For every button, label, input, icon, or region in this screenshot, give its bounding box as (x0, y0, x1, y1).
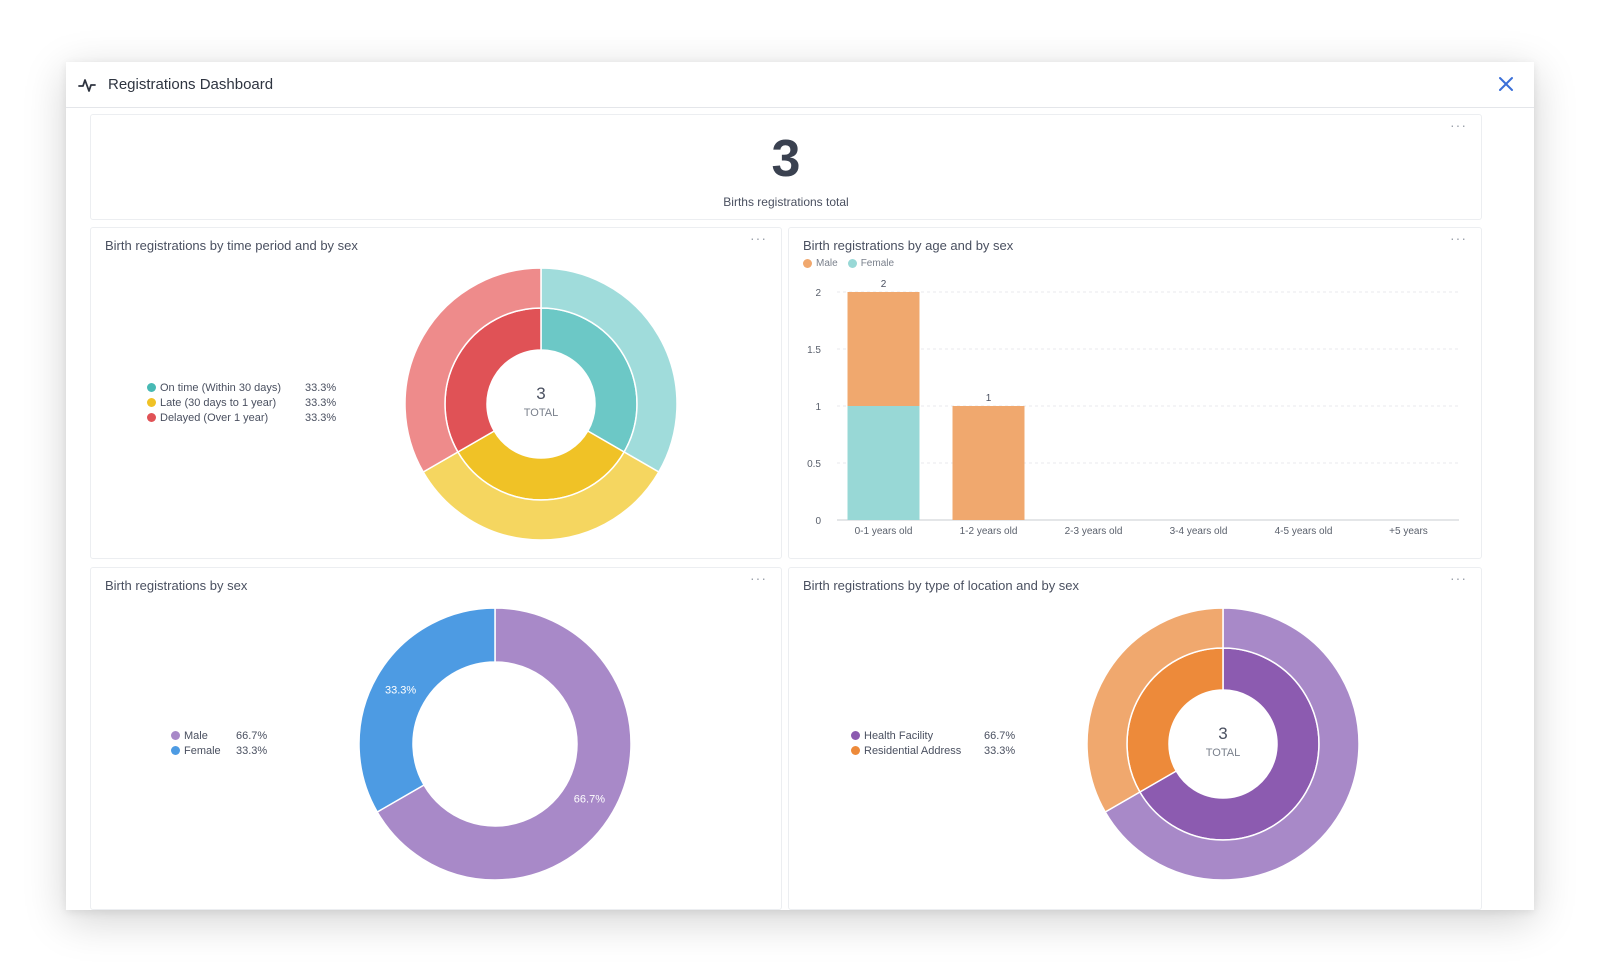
legend-dot (851, 731, 860, 740)
activity-icon (78, 79, 96, 92)
donut-hole (1169, 690, 1277, 798)
card-title: Birth registrations by type of location … (803, 578, 1080, 593)
legend-item[interactable]: Male 66.7% (171, 728, 267, 743)
legend-percent: 33.3% (305, 381, 337, 394)
x-tick-label: 0-1 years old (855, 526, 913, 537)
legend-item[interactable]: Female (847, 256, 895, 271)
dashboard-window: Registrations Dashboard ··· 3 Births reg… (66, 62, 1534, 910)
slice-percent-label: 33.3% (385, 685, 416, 697)
kpi-value: 3 (771, 130, 801, 188)
card-title: Birth registrations by time period and b… (105, 238, 358, 253)
card-title: Birth registrations by sex (105, 578, 248, 593)
more-options-button[interactable]: ··· (1450, 117, 1467, 133)
y-tick-label: 1 (815, 402, 821, 413)
bar-segment[interactable] (847, 406, 920, 520)
location-donut-chart: 3 TOTAL (1086, 607, 1360, 881)
donut-hole (487, 350, 595, 458)
time-period-donut-chart: 3 TOTAL (404, 267, 678, 541)
legend-item[interactable]: Late (30 days to 1 year) 33.3% (147, 395, 336, 410)
location-card: Birth registrations by type of location … (788, 567, 1482, 910)
age-sex-bar-chart: 0 0.5 1 1.5 2 2 0-1 years old 1 1-2 years old 2-3… (807, 279, 1459, 537)
legend-label: Residential Address (864, 744, 962, 757)
legend-percent: 66.7% (984, 729, 1016, 742)
legend-dot (147, 413, 156, 422)
y-tick-label: 1.5 (807, 345, 821, 356)
more-options-button[interactable]: ··· (750, 570, 767, 586)
bar-segment[interactable] (952, 406, 1025, 520)
legend-label: On time (Within 30 days) (160, 381, 282, 394)
card-title: Birth registrations by age and by sex (803, 238, 1014, 253)
legend-item[interactable]: Male (803, 256, 838, 271)
x-tick-label: 3-4 years old (1170, 526, 1228, 537)
legend-percent: 33.3% (236, 744, 268, 757)
age-sex-card: Birth registrations by age and by sex ··… (788, 227, 1482, 559)
outer-donut-slice[interactable] (404, 267, 542, 474)
donut-slice[interactable] (358, 607, 496, 814)
outer-donut-slice[interactable] (422, 450, 660, 541)
outer-donut-slice[interactable] (1104, 607, 1360, 881)
legend-item[interactable]: Residential Address 33.3% (851, 743, 1015, 758)
donut-slice[interactable] (376, 607, 632, 881)
legend-percent: 33.3% (984, 744, 1016, 757)
legend-label: Health Facility (864, 729, 934, 742)
legend-label: Male (816, 258, 838, 269)
donut-center-value: 3 (1218, 724, 1227, 743)
title-bar: Registrations Dashboard (66, 62, 1534, 108)
y-tick-label: 2 (815, 288, 821, 299)
legend-item[interactable]: Delayed (Over 1 year) 33.3% (147, 410, 336, 425)
x-tick-label: 2-3 years old (1065, 526, 1123, 537)
legend-dot (147, 383, 156, 392)
by-sex-legend: Male 66.7% Female 33.3% (171, 728, 267, 758)
legend-dot (147, 398, 156, 407)
legend-label: Delayed (Over 1 year) (160, 411, 269, 424)
donut-center-label: TOTAL (524, 407, 558, 419)
legend-item[interactable]: Female 33.3% (171, 743, 267, 758)
y-tick-label: 0.5 (807, 459, 821, 470)
x-tick-label: 4-5 years old (1275, 526, 1333, 537)
x-tick-label: +5 years (1389, 526, 1428, 537)
legend-label: Female (184, 744, 221, 757)
outer-donut-slice[interactable] (540, 267, 678, 474)
by-sex-donut-chart: 66.7% 33.3% (358, 607, 632, 881)
close-icon[interactable] (1496, 74, 1516, 94)
more-options-button[interactable]: ··· (750, 230, 767, 246)
legend-percent: 33.3% (305, 411, 337, 424)
legend-label: Female (860, 258, 895, 269)
time-period-legend: On time (Within 30 days) 33.3% Late (30 … (147, 380, 336, 425)
slice-percent-label: 66.7% (574, 794, 605, 806)
legend-dot (851, 746, 860, 755)
legend-item[interactable]: On time (Within 30 days) 33.3% (147, 380, 336, 395)
bar-total-label: 1 (986, 393, 992, 404)
donut-center-label: TOTAL (1206, 747, 1240, 759)
donut-center-value: 3 (536, 384, 545, 403)
kpi-label: Births registrations total (723, 195, 849, 209)
outer-donut-slice[interactable] (1086, 607, 1224, 814)
window-title: Registrations Dashboard (108, 76, 274, 93)
location-legend: Health Facility 66.7% Residential Addres… (851, 728, 1015, 758)
more-options-button[interactable]: ··· (1450, 570, 1467, 586)
legend-dot (171, 731, 180, 740)
legend-dot (847, 259, 857, 268)
kpi-card: ··· 3 Births registrations total (90, 114, 1482, 220)
legend-dot (171, 746, 180, 755)
y-tick-label: 0 (815, 516, 821, 527)
legend-label: Male (184, 729, 208, 742)
time-period-card: Birth registrations by time period and b… (90, 227, 782, 559)
legend-label: Late (30 days to 1 year) (160, 396, 277, 409)
legend-percent: 33.3% (305, 396, 337, 409)
legend-dot (803, 259, 812, 268)
bar-segment[interactable] (847, 292, 920, 406)
legend-item[interactable]: Health Facility 66.7% (851, 728, 1015, 743)
bar-total-label: 2 (881, 279, 887, 290)
bar-legend: Male Female (803, 256, 894, 271)
legend-percent: 66.7% (236, 729, 268, 742)
x-tick-label: 1-2 years old (960, 526, 1018, 537)
more-options-button[interactable]: ··· (1450, 230, 1467, 246)
by-sex-card: Birth registrations by sex ··· Male 66.7… (90, 567, 782, 910)
